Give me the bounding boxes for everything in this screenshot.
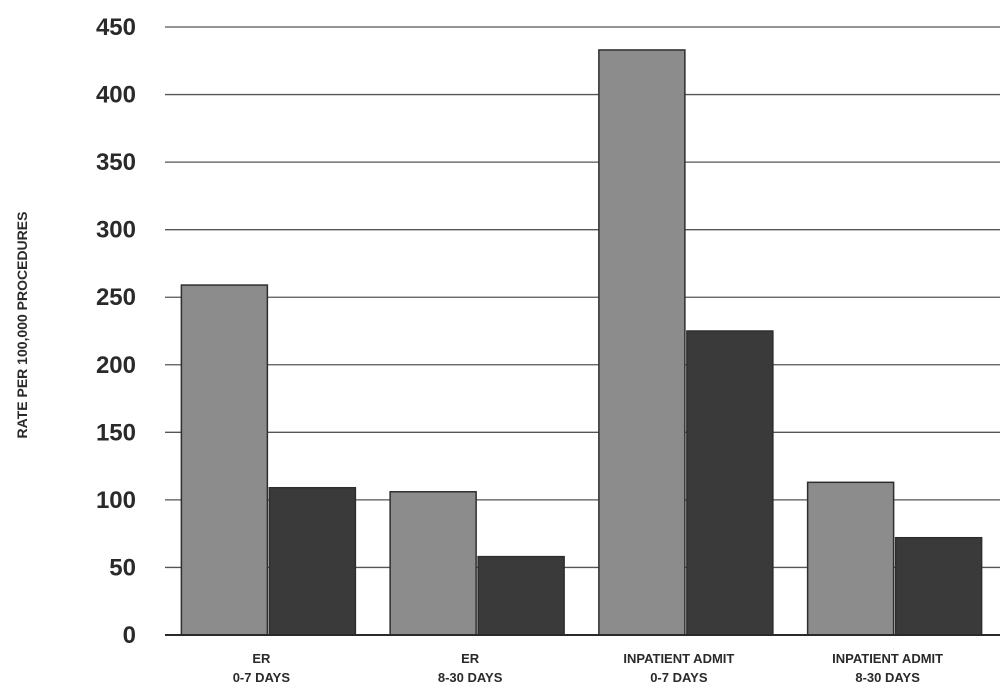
- x-tick-label: 0-7 DAYS: [233, 670, 291, 685]
- y-tick-label: 150: [96, 419, 136, 446]
- y-tick-label: 200: [96, 352, 136, 379]
- y-tick-label: 0: [123, 622, 136, 649]
- y-tick-label: 400: [96, 82, 136, 109]
- x-tick-label: 8-30 DAYS: [438, 670, 503, 685]
- y-tick-label: 50: [109, 554, 136, 581]
- bar-dark: [896, 538, 982, 635]
- y-tick-label: 300: [96, 217, 136, 244]
- bars: [181, 50, 981, 635]
- bar-dark: [269, 488, 355, 635]
- bar-light: [599, 50, 685, 635]
- bar-dark: [478, 557, 564, 635]
- x-tick-label: ER: [252, 651, 271, 666]
- bar-light: [390, 492, 476, 635]
- x-tick-label: INPATIENT ADMIT: [623, 651, 734, 666]
- y-axis-title: RATE PER 100,000 PROCEDURES: [14, 212, 30, 439]
- bar-light: [808, 482, 894, 635]
- y-tick-label: 100: [96, 487, 136, 514]
- y-tick-label: 350: [96, 149, 136, 176]
- y-tick-label: 250: [96, 284, 136, 311]
- x-tick-label: ER: [461, 651, 480, 666]
- y-tick-label: 450: [96, 14, 136, 41]
- x-tick-label: 0-7 DAYS: [650, 670, 708, 685]
- bar-light: [181, 285, 267, 635]
- bar-dark: [687, 331, 773, 635]
- x-tick-label: 8-30 DAYS: [855, 670, 920, 685]
- x-tick-label: INPATIENT ADMIT: [832, 651, 943, 666]
